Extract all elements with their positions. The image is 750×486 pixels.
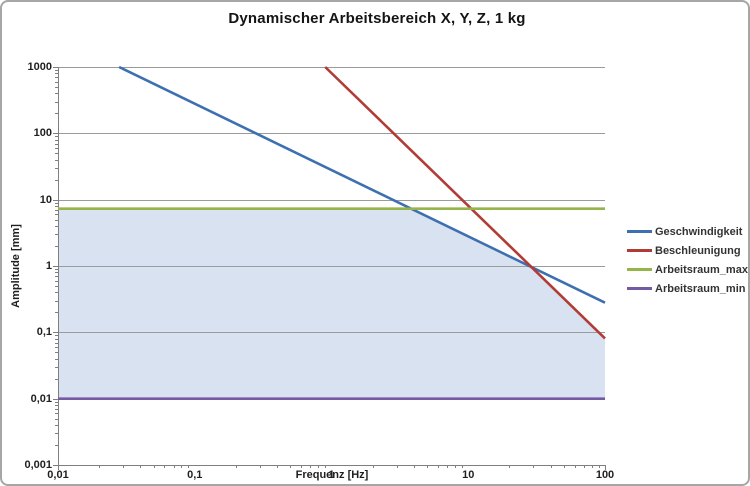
y-tick-label: 1000 (27, 61, 52, 73)
legend-item: Arbeitsraum_max (627, 260, 748, 279)
y-tick-label: 0,001 (24, 459, 52, 471)
chart-title: Dynamischer Arbeitsbereich X, Y, Z, 1 kg (228, 10, 526, 27)
legend-item: Arbeitsraum_min (627, 279, 748, 298)
legend: Geschwindigkeit Beschleunigung Arbeitsraum… (627, 222, 748, 298)
x-tick-label: 1 (328, 469, 335, 481)
legend-label: Beschleunigung (655, 244, 741, 257)
legend-line-marker (627, 249, 652, 252)
y-tick-label: 1 (45, 260, 52, 272)
y-tick-label: 0,1 (36, 326, 52, 339)
x-tick-label: 0,01 (47, 469, 69, 481)
x-axis-title: Frequenz [Hz] (295, 469, 369, 481)
y-tick-label: 10 (39, 193, 52, 206)
legend-label: Arbeitsraum_min (655, 282, 746, 295)
legend-item: Beschleunigung (627, 241, 748, 260)
legend-label: Arbeitsraum_max (655, 263, 748, 276)
legend-item: Geschwindigkeit (627, 222, 748, 241)
x-tick-label: 10 (462, 469, 475, 481)
y-tick-label: 100 (33, 127, 52, 140)
legend-line-marker (627, 230, 652, 233)
x-tick-label: 0,1 (187, 469, 203, 481)
legend-line-marker (627, 268, 652, 271)
y-tick-label: 0,01 (30, 392, 52, 405)
legend-line-marker (627, 287, 652, 290)
x-tick-label: 100 (595, 469, 615, 481)
legend-label: Geschwindigkeit (655, 225, 743, 238)
